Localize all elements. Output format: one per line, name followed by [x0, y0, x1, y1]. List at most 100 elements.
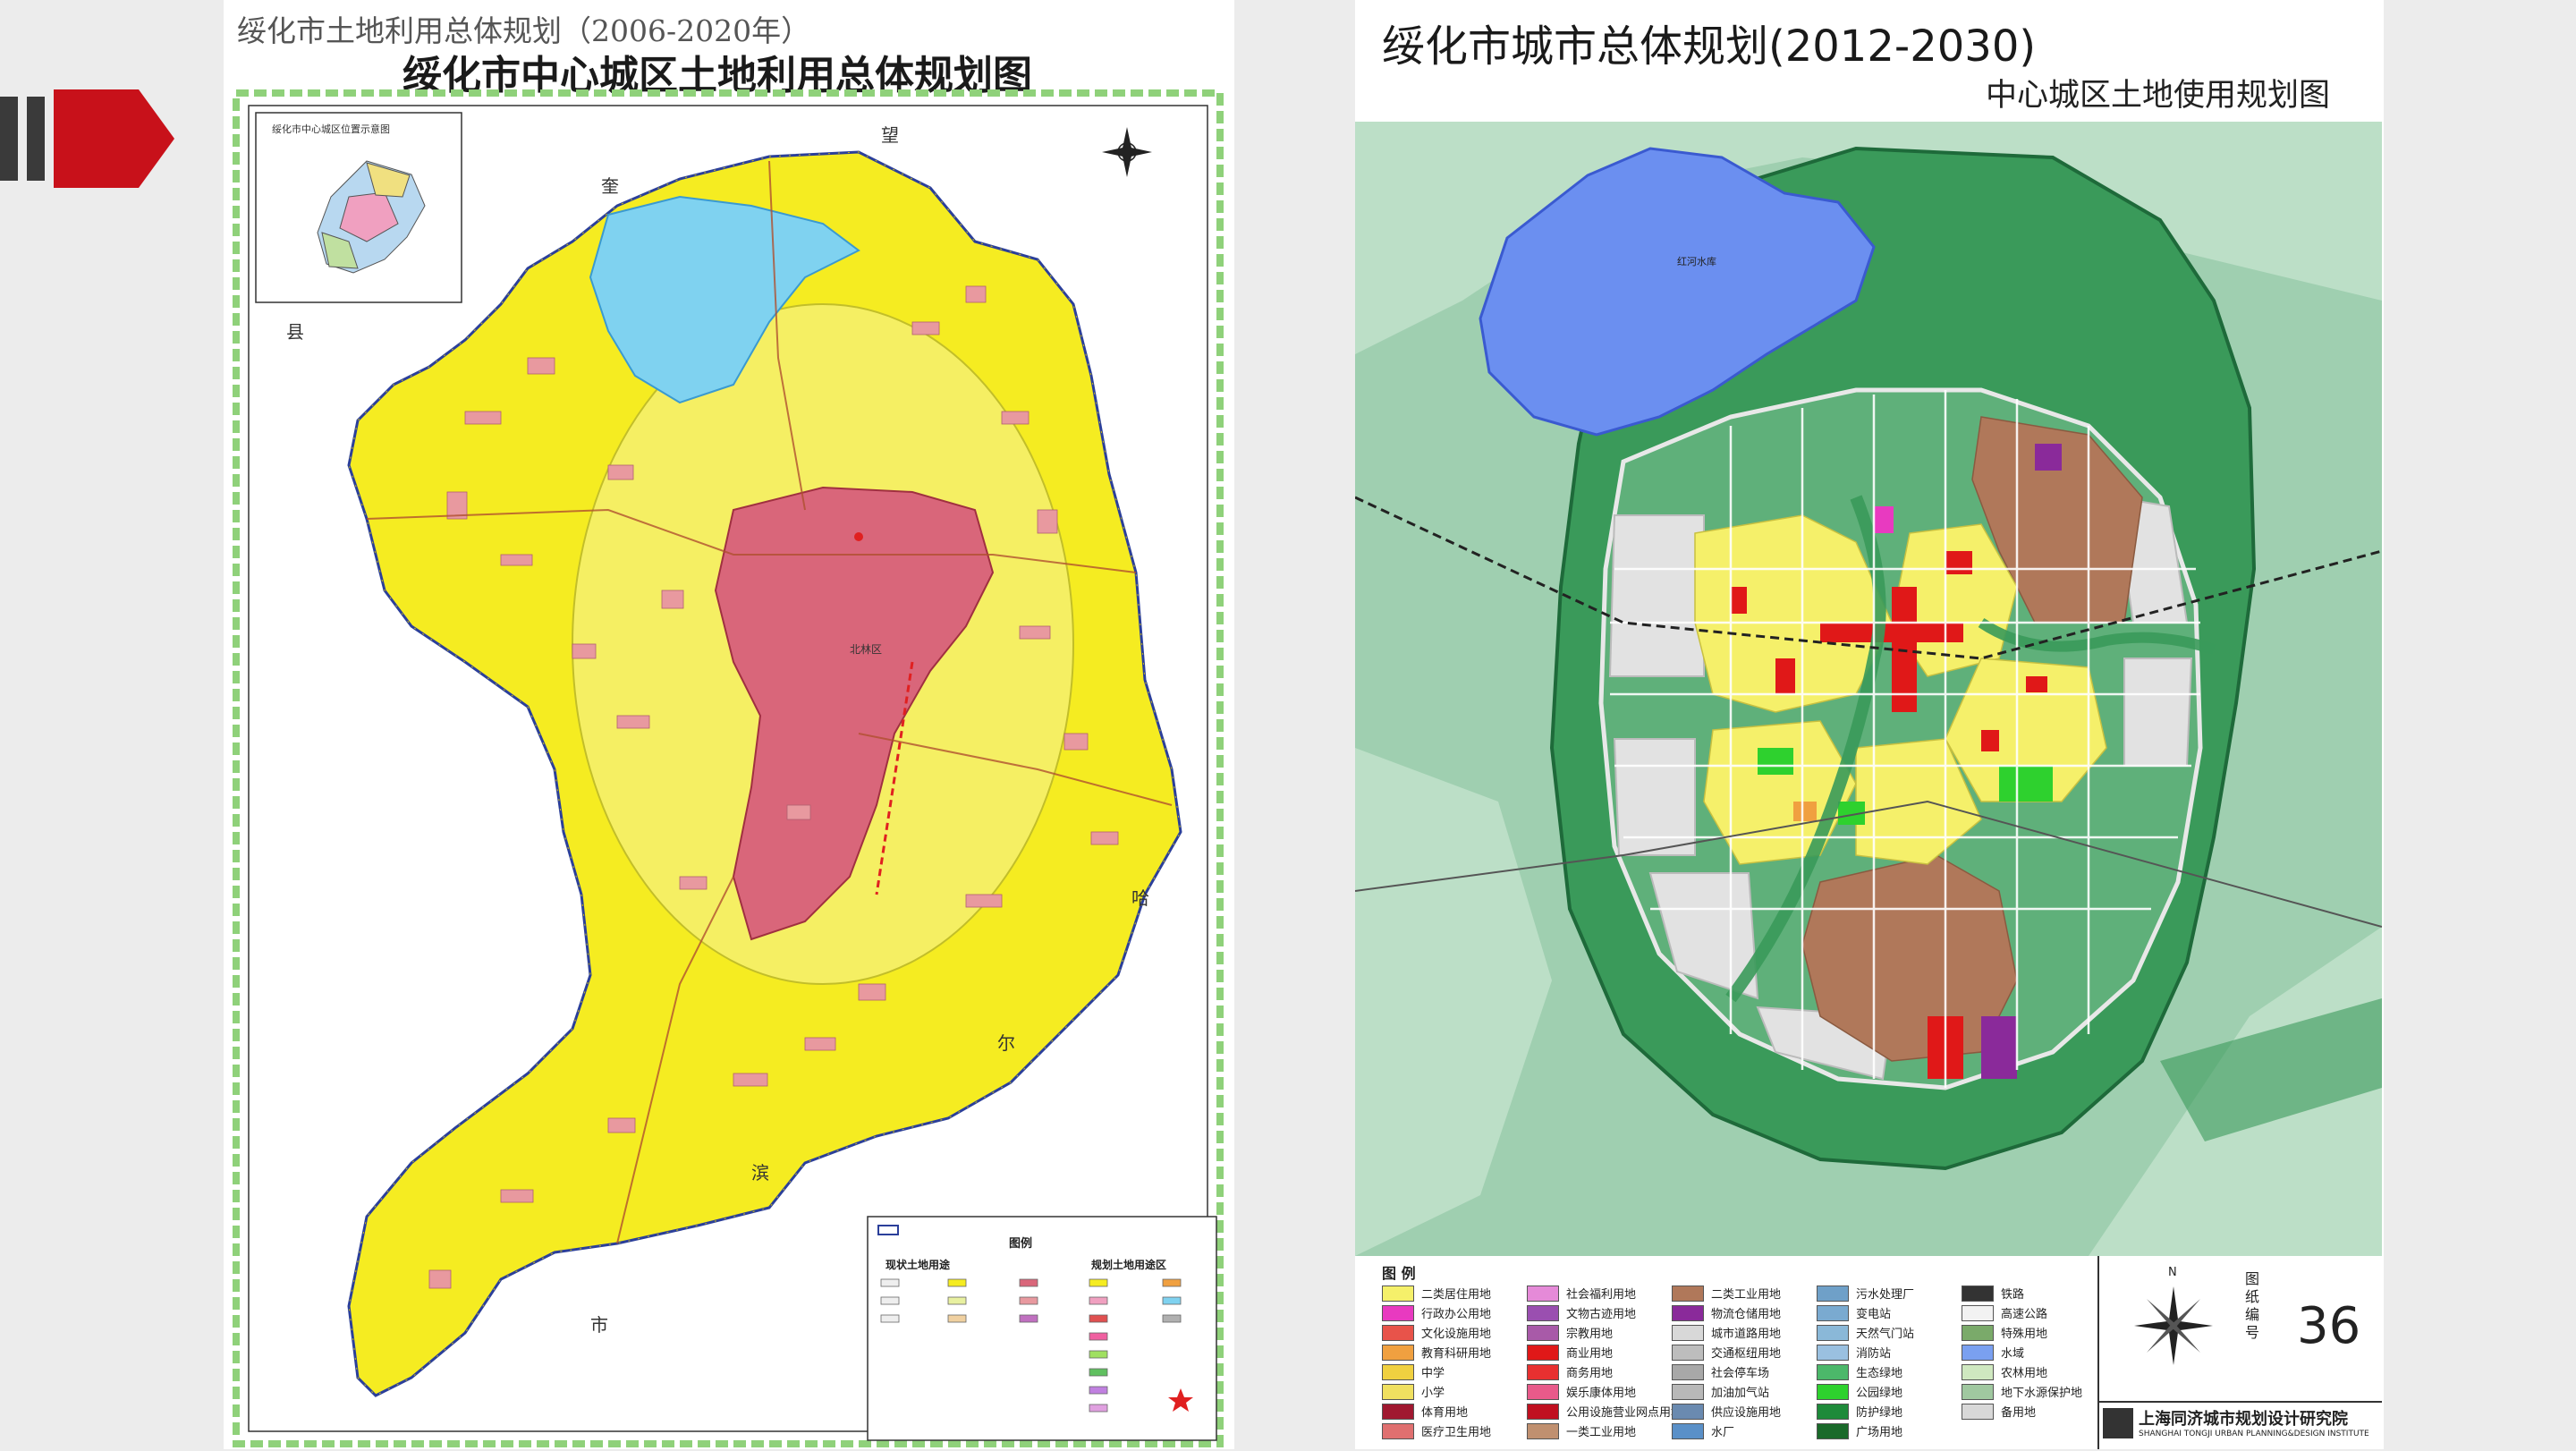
right-legend-grid: 二类居住用地 社会福利用地 二类工业用地 污水处理厂 铁路 行政办公用地 文物古迹用地 物流仓…	[1382, 1285, 2097, 1446]
legend-item: 医疗卫生用地	[1382, 1422, 1491, 1439]
legend-swatch	[1962, 1304, 1994, 1321]
legend-label: 天然气门站	[1856, 1328, 1915, 1341]
left-legend-title: 图例	[1009, 1236, 1032, 1251]
legend-item: 供应设施用地	[1672, 1403, 1781, 1420]
legend-swatch	[1817, 1304, 1849, 1321]
drawing-number: 36	[2297, 1297, 2361, 1355]
legend-label: 广场用地	[1856, 1426, 1903, 1439]
legend-label: 地下水源保护地	[2001, 1387, 2083, 1400]
legend-swatch	[1817, 1363, 1849, 1380]
legend-swatch	[1962, 1403, 1994, 1420]
legend-swatch	[1672, 1304, 1704, 1321]
legend-item: 行政办公用地	[1382, 1304, 1491, 1321]
legend-label: 水域	[2001, 1347, 2025, 1361]
legend-item: 地下水源保护地	[1962, 1383, 2082, 1400]
legend-swatch	[1382, 1344, 1414, 1361]
legend-swatch	[1817, 1344, 1849, 1361]
legend-item: 文物古迹用地	[1527, 1304, 1636, 1321]
county-char: 尔	[997, 1032, 1015, 1054]
institute-cn: 上海同济城市规划设计研究院	[2139, 1410, 2348, 1429]
left-legend-planned: 规划土地用途区	[1091, 1258, 1166, 1271]
legend-swatch	[1382, 1383, 1414, 1400]
legend-swatch	[1962, 1344, 1994, 1361]
legend-item: 天然气门站	[1817, 1324, 1914, 1341]
legend-swatch	[1672, 1403, 1704, 1420]
legend-label: 物流仓储用地	[1711, 1308, 1782, 1321]
legend-item: 二类工业用地	[1672, 1285, 1781, 1302]
legend-swatch	[1527, 1403, 1559, 1420]
legend-label: 行政办公用地	[1421, 1308, 1492, 1321]
legend-label: 公用设施营业网点用地	[1566, 1406, 1683, 1420]
legend-label: 二类工业用地	[1711, 1288, 1782, 1302]
legend-item: 加油加气站	[1672, 1383, 1769, 1400]
county-char: 市	[590, 1314, 608, 1336]
legend-swatch	[1672, 1363, 1704, 1380]
legend-label: 一类工业用地	[1566, 1426, 1637, 1439]
legend-label: 水厂	[1711, 1426, 1735, 1439]
legend-item: 生态绿地	[1817, 1363, 1902, 1380]
legend-swatch	[1382, 1363, 1414, 1380]
legend-swatch	[1382, 1324, 1414, 1341]
svg-text:N: N	[2168, 1266, 2177, 1279]
legend-label: 农林用地	[2001, 1367, 2048, 1380]
legend-item: 公园绿地	[1817, 1383, 1902, 1400]
legend-item: 污水处理厂	[1817, 1285, 1914, 1302]
legend-label: 变电站	[1856, 1308, 1892, 1321]
legend-item: 变电站	[1817, 1304, 1891, 1321]
legend-item: 教育科研用地	[1382, 1344, 1491, 1361]
legend-label: 城市道路用地	[1711, 1328, 1782, 1341]
legend-item: 消防站	[1817, 1344, 1891, 1361]
legend-swatch	[1527, 1324, 1559, 1341]
legend-swatch	[1527, 1285, 1559, 1302]
right-title: 绥化市城市总体规划(2012-2030)	[1382, 21, 2037, 72]
legend-item: 交通枢纽用地	[1672, 1344, 1781, 1361]
legend-label: 医疗卫生用地	[1421, 1426, 1492, 1439]
right-land-use-map: 红河水库	[1355, 122, 2382, 1256]
slide-marker-bar	[27, 97, 45, 181]
slide-arrow-icon	[54, 89, 174, 188]
legend-item: 宗教用地	[1527, 1324, 1613, 1341]
legend-label: 宗教用地	[1566, 1328, 1614, 1341]
legend-swatch	[1817, 1422, 1849, 1439]
legend-label: 污水处理厂	[1856, 1288, 1915, 1302]
legend-label: 文物古迹用地	[1566, 1308, 1637, 1321]
legend-item: 特殊用地	[1962, 1324, 2047, 1341]
legend-label: 中学	[1421, 1367, 1445, 1380]
legend-label: 二类居住用地	[1421, 1288, 1492, 1302]
legend-item: 社会停车场	[1672, 1363, 1769, 1380]
institute-logo-icon	[2103, 1408, 2133, 1438]
institute-block: 上海同济城市规划设计研究院 SHANGHAI TONGJI URBAN PLAN…	[2097, 1401, 2382, 1451]
right-subtitle: 中心城区土地使用规划图	[1986, 78, 2331, 114]
legend-item: 广场用地	[1817, 1422, 1902, 1439]
legend-swatch	[1527, 1363, 1559, 1380]
right-legend-title: 图 例	[1382, 1265, 1416, 1282]
legend-item: 物流仓储用地	[1672, 1304, 1781, 1321]
left-land-use-map: 北林区 绥化市中心城区位置示意图 图例 现状土地用途 规划土地用途区	[233, 89, 1224, 1447]
legend-swatch	[1672, 1285, 1704, 1302]
legend-label: 消防站	[1856, 1347, 1892, 1361]
legend-item: 防护绿地	[1817, 1403, 1902, 1420]
legend-swatch	[1817, 1403, 1849, 1420]
legend-item: 体育用地	[1382, 1403, 1468, 1420]
legend-item: 一类工业用地	[1527, 1422, 1636, 1439]
county-char: 奎	[601, 175, 619, 197]
legend-label: 生态绿地	[1856, 1367, 1903, 1380]
legend-swatch	[1527, 1383, 1559, 1400]
legend-item: 社会福利用地	[1527, 1285, 1636, 1302]
legend-swatch	[1527, 1422, 1559, 1439]
legend-item: 水厂	[1672, 1422, 1734, 1439]
legend-label: 加油加气站	[1711, 1387, 1770, 1400]
legend-label: 社会停车场	[1711, 1367, 1770, 1380]
legend-swatch	[1962, 1324, 1994, 1341]
legend-item: 商务用地	[1527, 1363, 1613, 1380]
legend-item: 商业用地	[1527, 1344, 1613, 1361]
legend-item: 城市道路用地	[1672, 1324, 1781, 1341]
legend-swatch	[1672, 1422, 1704, 1439]
legend-label: 交通枢纽用地	[1711, 1347, 1782, 1361]
legend-label: 小学	[1421, 1387, 1445, 1400]
legend-swatch	[1527, 1304, 1559, 1321]
legend-label: 商业用地	[1566, 1347, 1614, 1361]
legend-swatch	[1817, 1324, 1849, 1341]
legend-label: 特殊用地	[2001, 1328, 2048, 1341]
legend-swatch	[1382, 1403, 1414, 1420]
